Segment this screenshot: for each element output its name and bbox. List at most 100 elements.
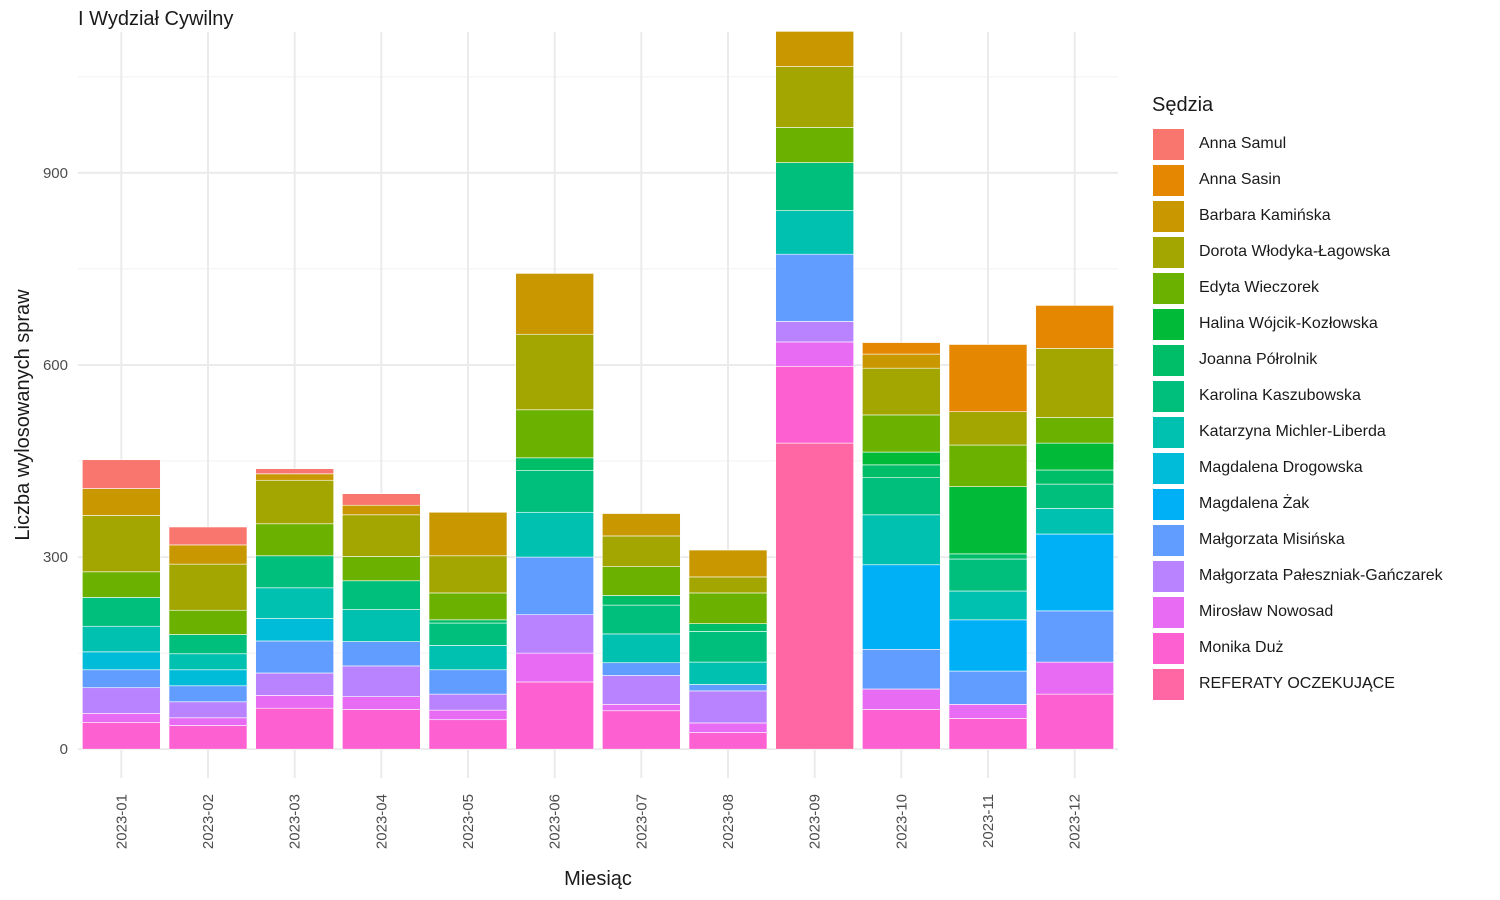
bar-segment bbox=[948, 411, 1028, 446]
bar-segment bbox=[82, 597, 161, 627]
bar-segment bbox=[255, 707, 334, 750]
bar-segment bbox=[168, 653, 248, 671]
y-tick-label: 900 bbox=[43, 165, 68, 182]
bar-segment bbox=[688, 549, 768, 578]
bar-segment bbox=[515, 470, 594, 513]
bar-segment bbox=[82, 571, 161, 598]
bar-segment bbox=[775, 253, 854, 322]
bar-segment bbox=[168, 725, 248, 750]
bar-segment bbox=[168, 609, 248, 635]
legend-label: Joanna Półrolnik bbox=[1199, 351, 1318, 368]
legend-swatch bbox=[1152, 415, 1185, 449]
legend-swatch bbox=[1152, 271, 1185, 305]
y-tick-label: 300 bbox=[43, 549, 68, 566]
y-tick-label: 600 bbox=[43, 357, 68, 374]
bar-segment bbox=[948, 553, 1028, 560]
bar-segment bbox=[948, 704, 1028, 719]
bar-segment bbox=[862, 367, 941, 416]
bar-segment bbox=[1035, 483, 1114, 509]
legend-label: Edyta Wieczorek bbox=[1199, 279, 1320, 296]
bar-segment bbox=[82, 713, 161, 723]
bar-segment bbox=[862, 564, 941, 650]
x-tick-label: 2023-04 bbox=[373, 794, 390, 849]
bar-segment bbox=[775, 210, 854, 255]
bar-segment bbox=[428, 592, 508, 621]
x-axis-title: Miesiąc bbox=[564, 868, 632, 890]
bar-segment bbox=[775, 127, 854, 163]
bar-segment bbox=[515, 681, 594, 750]
x-tick-label: 2023-02 bbox=[200, 794, 217, 849]
bar-segment bbox=[342, 504, 421, 516]
bar-segment bbox=[862, 648, 941, 690]
bar-segment bbox=[515, 652, 594, 683]
bar-segment bbox=[515, 333, 594, 411]
bar-segment bbox=[255, 695, 334, 709]
legend-item: Dorota Włodyka-Łagowska bbox=[1152, 234, 1497, 270]
bar-segment bbox=[602, 662, 681, 676]
bar-segment bbox=[255, 555, 334, 589]
bar-segment bbox=[602, 710, 681, 750]
bar-segment bbox=[862, 688, 941, 710]
bar-segment bbox=[342, 709, 421, 750]
bar-segment bbox=[82, 721, 161, 750]
bar-segment bbox=[428, 693, 508, 711]
legend: Sędzia Anna Samul Anna Sasin Barbara Kamiń… bbox=[1152, 92, 1497, 702]
bar-segment bbox=[82, 687, 161, 714]
bar-segment bbox=[428, 619, 508, 624]
x-tick-label: 2023-01 bbox=[113, 794, 130, 849]
bar-segment bbox=[342, 665, 421, 697]
x-tick-label: 2023-06 bbox=[547, 794, 564, 849]
legend-item: Mirosław Nowosad bbox=[1152, 594, 1497, 630]
bar-segment bbox=[602, 535, 681, 567]
bar-segment bbox=[342, 641, 421, 667]
bar-segment bbox=[1035, 661, 1114, 695]
legend-label: REFERATY OCZEKUJĄCE bbox=[1199, 675, 1395, 692]
legend-swatch bbox=[1152, 559, 1185, 593]
legend-item: Magdalena Drogowska bbox=[1152, 450, 1497, 486]
bar-segment bbox=[1035, 508, 1114, 535]
legend-item: Karolina Kaszubowska bbox=[1152, 378, 1497, 414]
bar-segment bbox=[688, 722, 768, 733]
x-tick-label: 2023-07 bbox=[633, 794, 650, 849]
bar-segment bbox=[862, 477, 941, 516]
bar-segment bbox=[255, 468, 334, 475]
bar-segment bbox=[168, 685, 248, 703]
legend-item: Anna Sasin bbox=[1152, 162, 1497, 198]
bar-segment bbox=[1035, 305, 1114, 349]
bar-segment bbox=[82, 488, 161, 516]
bar-segment bbox=[342, 580, 421, 610]
legend-swatch bbox=[1152, 595, 1185, 629]
legend-label: Anna Samul bbox=[1199, 135, 1287, 152]
bar-segment bbox=[168, 669, 248, 687]
bar-segment bbox=[428, 511, 508, 557]
bar-segment bbox=[602, 633, 681, 664]
bar-segment bbox=[775, 162, 854, 211]
bar-segment bbox=[602, 704, 681, 712]
legend-items: Anna Samul Anna Sasin Barbara Kamińska Doro… bbox=[1152, 126, 1497, 702]
bar-segment bbox=[948, 670, 1028, 705]
bar-segment bbox=[1035, 610, 1114, 663]
bar-segment bbox=[428, 645, 508, 671]
legend-item: Monika Duż bbox=[1152, 630, 1497, 666]
bar-segment bbox=[168, 544, 248, 565]
bar-segment bbox=[862, 451, 941, 466]
legend-swatch bbox=[1152, 667, 1185, 701]
bar-segment bbox=[948, 590, 1028, 621]
legend-label: Anna Sasin bbox=[1199, 171, 1281, 188]
y-tick-label: 0 bbox=[60, 741, 68, 758]
bar-segment bbox=[1035, 693, 1114, 750]
bar-segment bbox=[255, 618, 334, 642]
legend-item: Edyta Wieczorek bbox=[1152, 270, 1497, 306]
bar-segment bbox=[775, 31, 854, 67]
legend-swatch bbox=[1152, 487, 1185, 521]
legend-label: Monika Duż bbox=[1199, 639, 1284, 656]
bar-segment bbox=[82, 625, 161, 653]
bar-segment bbox=[1035, 442, 1114, 471]
bar-segment bbox=[688, 576, 768, 594]
legend-label: Małgorzata Pałeszniak-Gańczarek bbox=[1199, 567, 1443, 584]
bar-segment bbox=[342, 609, 421, 642]
legend-swatch bbox=[1152, 451, 1185, 485]
bar-segment bbox=[948, 344, 1028, 413]
